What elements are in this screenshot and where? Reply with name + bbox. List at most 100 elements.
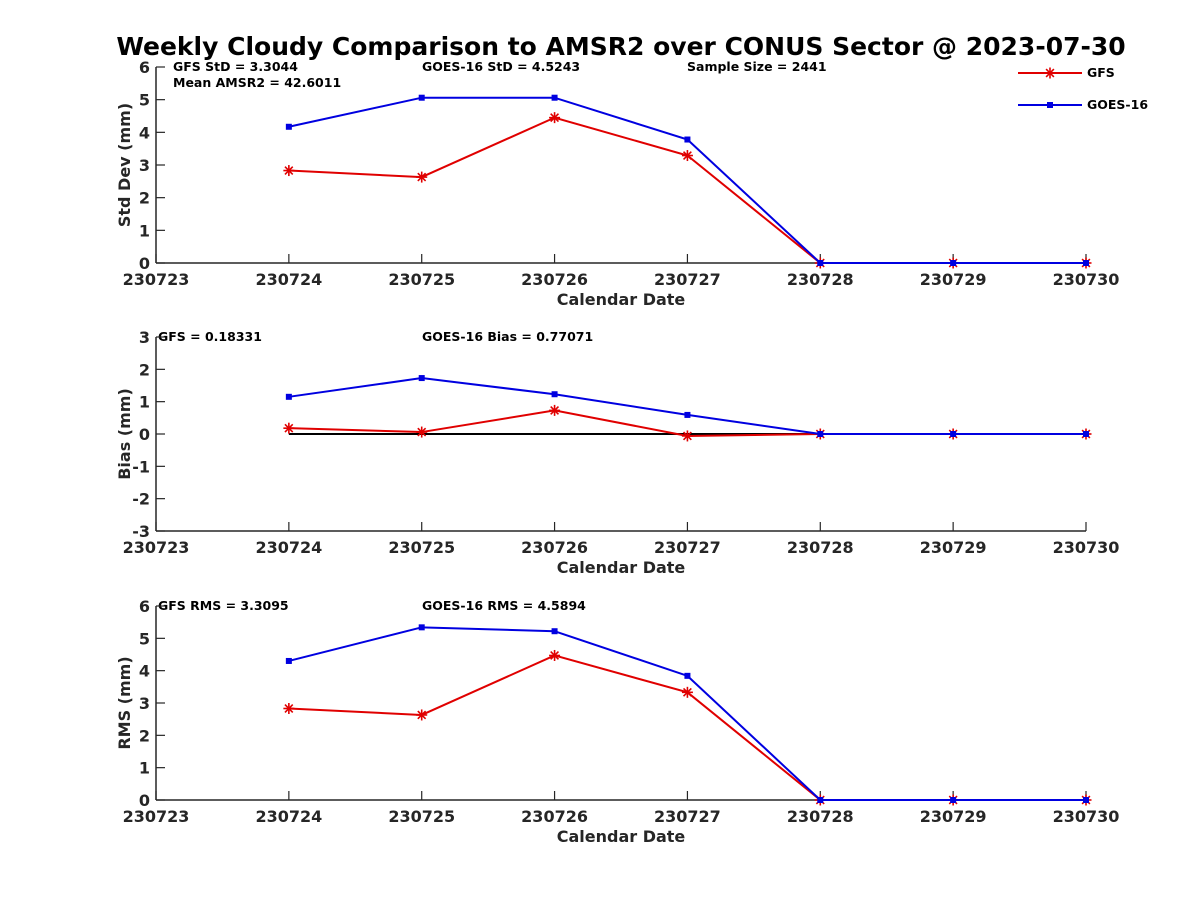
bias-axes: -3 -2 -1 0 1 2 3 230723 230724 230725 230726 230727… xyxy=(115,328,1119,577)
data-point-gfs xyxy=(681,430,693,442)
x-tick-label: 230727 xyxy=(654,807,721,826)
legend-item-goes-16: GOES-16 xyxy=(1018,97,1148,112)
annotation-goes-rms: GOES-16 RMS = 4.5894 xyxy=(422,598,586,613)
panel-bias: GFS = 0.18331 GOES-16 Bias = 0.77071 -3 -… xyxy=(115,328,1119,577)
x-tick-label: 230725 xyxy=(388,538,455,557)
data-point-gfs xyxy=(416,171,428,183)
x-tick-label: 230726 xyxy=(521,270,588,289)
y-tick-label: 5 xyxy=(139,91,150,110)
data-point-gfs xyxy=(549,404,561,416)
x-tick-label: 230723 xyxy=(123,538,190,557)
y-tick-label: -1 xyxy=(132,457,150,476)
data-point-goes-16 xyxy=(684,411,691,418)
y-tick-label: 6 xyxy=(139,58,150,77)
rms-axes: 0 1 2 3 4 5 6 230723 230724 230725 230726 230727 230… xyxy=(115,597,1119,846)
y-tick-label: 3 xyxy=(139,156,150,175)
x-axis-label: Calendar Date xyxy=(557,827,686,846)
x-tick-label: 230724 xyxy=(255,807,322,826)
data-point-goes-16 xyxy=(285,123,292,130)
data-point-goes-16 xyxy=(418,375,425,382)
data-point-goes-16 xyxy=(950,260,957,266)
y-tick-label: 0 xyxy=(139,254,150,273)
legend-marker-gfs xyxy=(1044,67,1056,79)
data-point-goes-16 xyxy=(418,624,425,631)
data-point-goes-16 xyxy=(285,393,292,400)
x-tick-label: 230725 xyxy=(388,270,455,289)
series-gfs xyxy=(283,112,1092,269)
y-tick-label: 0 xyxy=(139,425,150,444)
x-tick-label: 230723 xyxy=(123,807,190,826)
legend-marker-goes-16 xyxy=(1047,102,1053,108)
legend-label-goes-16: GOES-16 xyxy=(1087,97,1148,112)
y-tick-label: 2 xyxy=(139,726,150,745)
data-point-gfs xyxy=(681,150,693,162)
y-tick-label: -3 xyxy=(132,522,150,541)
data-point-goes-16 xyxy=(551,628,558,635)
annotation-sample-size: Sample Size = 2441 xyxy=(687,59,827,74)
y-tick-label: 4 xyxy=(139,662,150,681)
annotation-gfs-rms: GFS RMS = 3.3095 xyxy=(158,598,289,613)
y-tick-label: 1 xyxy=(139,393,150,412)
x-tick-label: 230728 xyxy=(787,807,854,826)
data-point-goes-16 xyxy=(551,391,558,398)
data-point-goes-16 xyxy=(1083,260,1089,266)
x-tick-label: 230729 xyxy=(920,807,987,826)
data-point-goes-16 xyxy=(950,431,957,437)
x-axis-label: Calendar Date xyxy=(557,290,686,309)
y-tick-label: -2 xyxy=(132,490,150,509)
annotation-mean-amsr2: Mean AMSR2 = 42.6011 xyxy=(173,75,341,90)
x-tick-label: 230730 xyxy=(1053,807,1120,826)
y-tick-label: 1 xyxy=(139,221,150,240)
y-tick-label: 3 xyxy=(139,694,150,713)
data-point-goes-16 xyxy=(684,136,691,143)
y-tick-label: 2 xyxy=(139,360,150,379)
series-line-goes-16 xyxy=(288,96,1086,264)
series-gfs xyxy=(283,404,1092,442)
y-axis-label: RMS (mm) xyxy=(115,656,134,749)
data-point-gfs xyxy=(549,112,561,124)
std-dev-axes: 0 1 2 3 4 5 6 230723 230724 230725 230726 230727 230… xyxy=(115,58,1119,309)
annotation-gfs-std: GFS StD = 3.3044 xyxy=(173,59,298,74)
panel-std-dev: GFS StD = 3.3044 Mean AMSR2 = 42.6011 GO… xyxy=(115,58,1119,309)
annotation-goes-std: GOES-16 StD = 4.5243 xyxy=(422,59,580,74)
x-tick-label: 230730 xyxy=(1053,538,1120,557)
y-tick-label: 2 xyxy=(139,189,150,208)
panel-rms: GFS RMS = 3.3095 GOES-16 RMS = 4.5894 0 1… xyxy=(115,597,1119,846)
data-point-goes-16 xyxy=(285,657,292,664)
data-point-goes-16 xyxy=(1083,431,1089,437)
series-goes-16 xyxy=(285,94,1089,266)
x-tick-label: 230727 xyxy=(654,270,721,289)
x-tick-label: 230728 xyxy=(787,270,854,289)
x-tick-label: 230726 xyxy=(521,807,588,826)
y-tick-label: 6 xyxy=(139,597,150,616)
y-tick-label: 4 xyxy=(139,123,150,142)
data-point-goes-16 xyxy=(684,672,691,679)
x-tick-label: 230730 xyxy=(1053,270,1120,289)
data-point-gfs xyxy=(416,709,428,721)
data-point-goes-16 xyxy=(817,260,824,266)
x-tick-label: 230724 xyxy=(255,538,322,557)
series-line-goes-16 xyxy=(288,377,1086,435)
y-axis-label: Std Dev (mm) xyxy=(115,103,134,227)
series-goes-16 xyxy=(285,624,1089,803)
legend-item-gfs: GFS xyxy=(1018,65,1115,80)
y-axis-label: Bias (mm) xyxy=(115,388,134,480)
data-point-gfs xyxy=(283,165,295,177)
y-tick-label: 3 xyxy=(139,328,150,347)
data-point-goes-16 xyxy=(817,797,824,803)
annotation-goes-bias: GOES-16 Bias = 0.77071 xyxy=(422,329,593,344)
annotation-gfs-bias: GFS = 0.18331 xyxy=(158,329,262,344)
x-tick-label: 230726 xyxy=(521,538,588,557)
legend-label-gfs: GFS xyxy=(1087,65,1115,80)
x-axis-label: Calendar Date xyxy=(557,558,686,577)
data-point-goes-16 xyxy=(1083,797,1089,803)
x-tick-label: 230725 xyxy=(388,807,455,826)
legend: GFS GOES-16 xyxy=(1018,65,1148,112)
data-point-goes-16 xyxy=(418,94,425,101)
data-point-gfs xyxy=(681,686,693,698)
x-tick-label: 230729 xyxy=(920,538,987,557)
data-point-goes-16 xyxy=(817,431,824,437)
data-point-gfs xyxy=(283,702,295,714)
x-tick-label: 230724 xyxy=(255,270,322,289)
